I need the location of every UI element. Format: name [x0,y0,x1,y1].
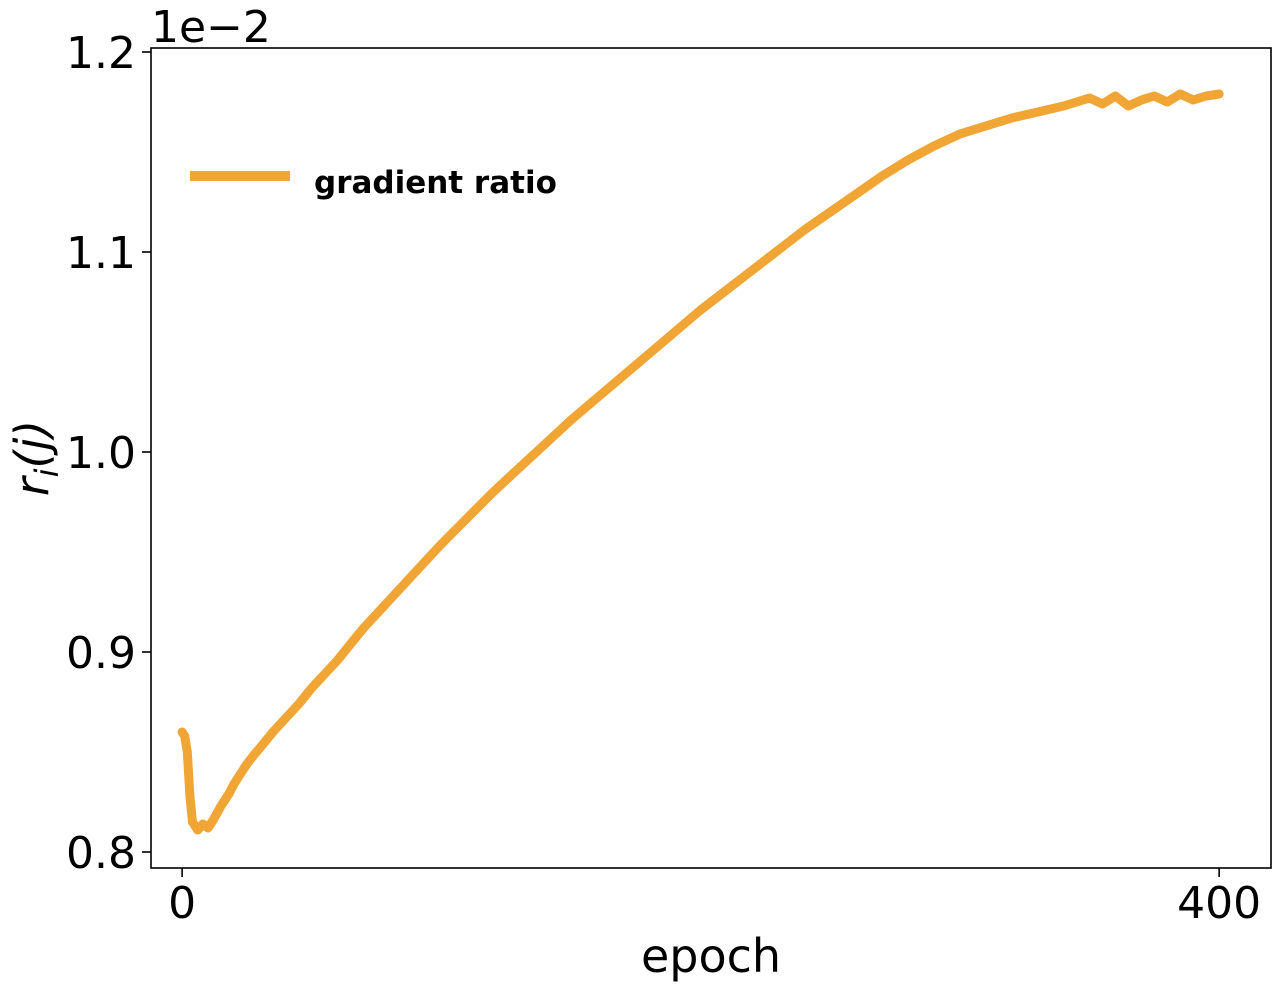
y-tick-label-1: 0.9 [66,628,136,679]
y-tick-label-3: 1.1 [66,228,136,279]
y-tick-label-2: 1.0 [66,428,136,479]
legend: gradient ratio [190,165,557,201]
x-tick-label-1: 400 [1177,878,1261,929]
y-axis-label-subscript: i [28,468,66,477]
y-tick-label-4: 1.2 [66,28,136,79]
y-offset-label: 1e−2 [151,2,271,53]
y-axis-label: ri(j) [5,420,66,497]
x-axis-label: epoch [641,929,781,983]
plot-area [177,89,1224,835]
axes-frame [150,47,1272,869]
y-axis-label-main: r [5,474,59,496]
y-axis: 0.8 0.9 1.0 1.1 1.2 [66,28,151,879]
legend-label: gradient ratio [314,165,557,201]
y-tick-label-0: 0.8 [66,828,136,879]
y-axis-label-rest: (j) [5,420,59,469]
series-line-0 [177,89,1224,835]
x-axis: 0 400 [168,868,1261,929]
x-tick-label-0: 0 [168,878,196,929]
